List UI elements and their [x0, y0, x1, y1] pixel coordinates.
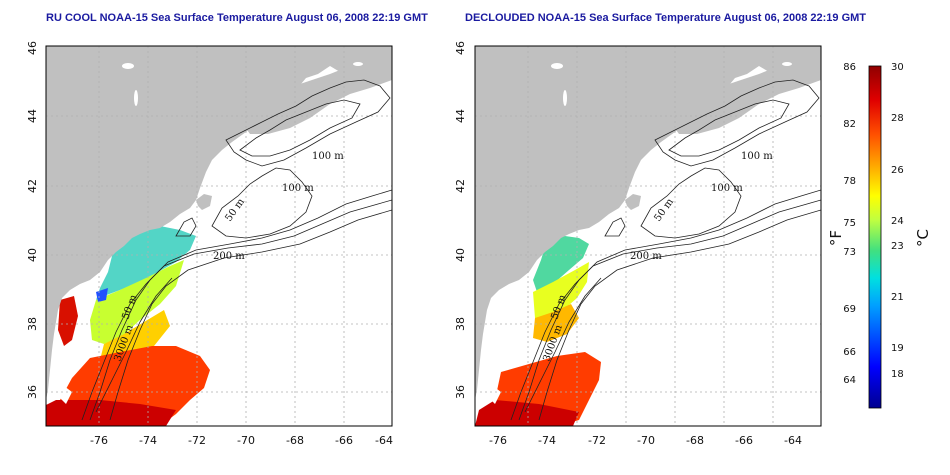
svg-text:40: 40 — [26, 248, 39, 262]
svg-text:28: 28 — [891, 113, 904, 124]
contour-label: 100 m — [312, 151, 344, 162]
right-sst-map: 100 m 100 m 50 m 200 m 50 m 3000 m -76 -… — [454, 41, 822, 447]
svg-text:66: 66 — [843, 347, 856, 358]
right-y-axis: 46 44 42 40 38 36 — [454, 41, 467, 399]
left-x-axis: -76 -74 -72 -70 -68 -66 -64 — [90, 434, 393, 447]
fahrenheit-ticks: 86 82 78 75 73 69 66 64 — [843, 62, 856, 386]
svg-text:24: 24 — [891, 216, 904, 227]
svg-text:-68: -68 — [686, 434, 704, 447]
fahrenheit-unit-label: °F — [827, 230, 845, 246]
contour-label: 200 m — [630, 251, 662, 262]
temperature-colorbar: 86 82 78 75 73 69 66 64 30 28 26 24 23 2… — [827, 62, 932, 409]
svg-text:-66: -66 — [735, 434, 753, 447]
celsius-unit-label: °C — [914, 229, 932, 247]
svg-text:21: 21 — [891, 292, 904, 303]
svg-text:44: 44 — [454, 109, 467, 123]
svg-text:36: 36 — [26, 385, 39, 399]
svg-text:-64: -64 — [784, 434, 802, 447]
svg-text:75: 75 — [843, 218, 856, 229]
svg-text:38: 38 — [26, 317, 39, 331]
svg-text:-64: -64 — [375, 434, 393, 447]
svg-text:18: 18 — [891, 369, 904, 380]
svg-text:36: 36 — [454, 385, 467, 399]
svg-text:19: 19 — [891, 343, 904, 354]
left-y-axis: 46 44 42 40 38 36 — [26, 41, 39, 399]
left-sst-map: 100 m 100 m 50 m 200 m 50 m 3000 m -76 -… — [26, 41, 393, 447]
svg-text:78: 78 — [843, 176, 856, 187]
svg-text:23: 23 — [891, 241, 904, 252]
svg-text:46: 46 — [26, 41, 39, 55]
svg-text:64: 64 — [843, 375, 856, 386]
svg-text:-72: -72 — [188, 434, 206, 447]
svg-text:69: 69 — [843, 304, 856, 315]
svg-text:44: 44 — [26, 109, 39, 123]
svg-text:40: 40 — [454, 248, 467, 262]
svg-text:86: 86 — [843, 62, 856, 73]
svg-text:-74: -74 — [538, 434, 556, 447]
svg-text:42: 42 — [454, 179, 467, 193]
left-map-title: RU COOL NOAA-15 Sea Surface Temperature … — [46, 12, 428, 24]
contour-label: 100 m — [741, 151, 773, 162]
svg-text:82: 82 — [843, 119, 856, 130]
right-map-title: DECLOUDED NOAA-15 Sea Surface Temperatur… — [465, 12, 867, 24]
svg-text:42: 42 — [26, 179, 39, 193]
svg-text:46: 46 — [454, 41, 467, 55]
svg-text:-74: -74 — [139, 434, 157, 447]
contour-label: 100 m — [282, 183, 314, 194]
svg-text:73: 73 — [843, 247, 856, 258]
svg-text:-76: -76 — [489, 434, 507, 447]
svg-text:-76: -76 — [90, 434, 108, 447]
contour-label: 200 m — [213, 251, 245, 262]
svg-text:-70: -70 — [637, 434, 655, 447]
svg-text:-66: -66 — [335, 434, 353, 447]
contour-label: 100 m — [711, 183, 743, 194]
svg-text:-70: -70 — [237, 434, 255, 447]
svg-text:-72: -72 — [588, 434, 606, 447]
svg-text:30: 30 — [891, 62, 904, 73]
svg-text:38: 38 — [454, 317, 467, 331]
svg-text:-68: -68 — [286, 434, 304, 447]
svg-text:26: 26 — [891, 165, 904, 176]
right-x-axis: -76 -74 -72 -70 -68 -66 -64 — [489, 434, 802, 447]
celsius-ticks: 30 28 26 24 23 21 19 18 — [891, 62, 904, 380]
